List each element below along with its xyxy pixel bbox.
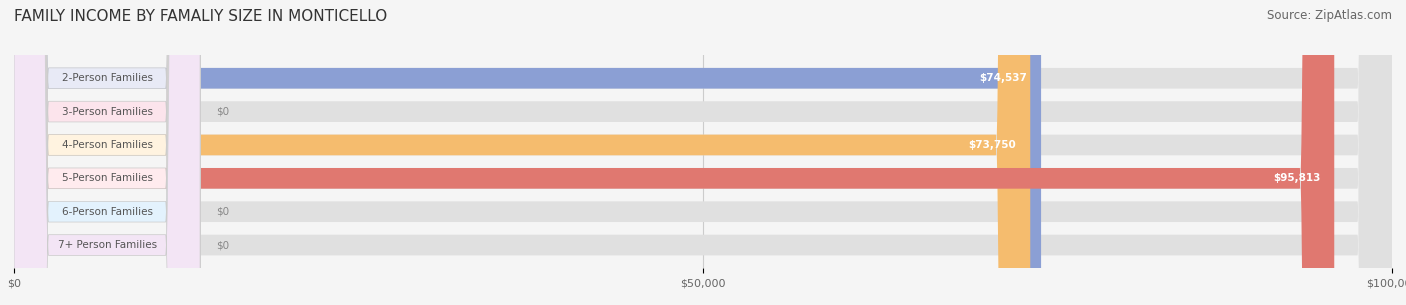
Text: 7+ Person Families: 7+ Person Families (58, 240, 156, 250)
FancyBboxPatch shape (14, 0, 200, 305)
FancyBboxPatch shape (14, 0, 1392, 305)
Text: $74,537: $74,537 (980, 73, 1028, 83)
Text: 6-Person Families: 6-Person Families (62, 207, 153, 217)
FancyBboxPatch shape (14, 0, 200, 305)
Text: 3-Person Families: 3-Person Families (62, 107, 153, 117)
FancyBboxPatch shape (14, 0, 200, 305)
FancyBboxPatch shape (14, 0, 1392, 305)
Text: $95,813: $95,813 (1272, 173, 1320, 183)
Text: 4-Person Families: 4-Person Families (62, 140, 153, 150)
FancyBboxPatch shape (14, 0, 1031, 305)
FancyBboxPatch shape (14, 0, 1392, 305)
FancyBboxPatch shape (14, 0, 200, 305)
FancyBboxPatch shape (14, 0, 1392, 305)
Text: $0: $0 (217, 240, 229, 250)
FancyBboxPatch shape (14, 0, 200, 305)
Text: 5-Person Families: 5-Person Families (62, 173, 153, 183)
Text: Source: ZipAtlas.com: Source: ZipAtlas.com (1267, 9, 1392, 22)
Text: FAMILY INCOME BY FAMALIY SIZE IN MONTICELLO: FAMILY INCOME BY FAMALIY SIZE IN MONTICE… (14, 9, 387, 24)
Text: 2-Person Families: 2-Person Families (62, 73, 153, 83)
Text: $73,750: $73,750 (969, 140, 1017, 150)
FancyBboxPatch shape (14, 0, 1392, 305)
Text: $0: $0 (217, 207, 229, 217)
FancyBboxPatch shape (14, 0, 200, 305)
FancyBboxPatch shape (14, 0, 1392, 305)
FancyBboxPatch shape (14, 0, 1334, 305)
Text: $0: $0 (217, 107, 229, 117)
FancyBboxPatch shape (14, 0, 1040, 305)
